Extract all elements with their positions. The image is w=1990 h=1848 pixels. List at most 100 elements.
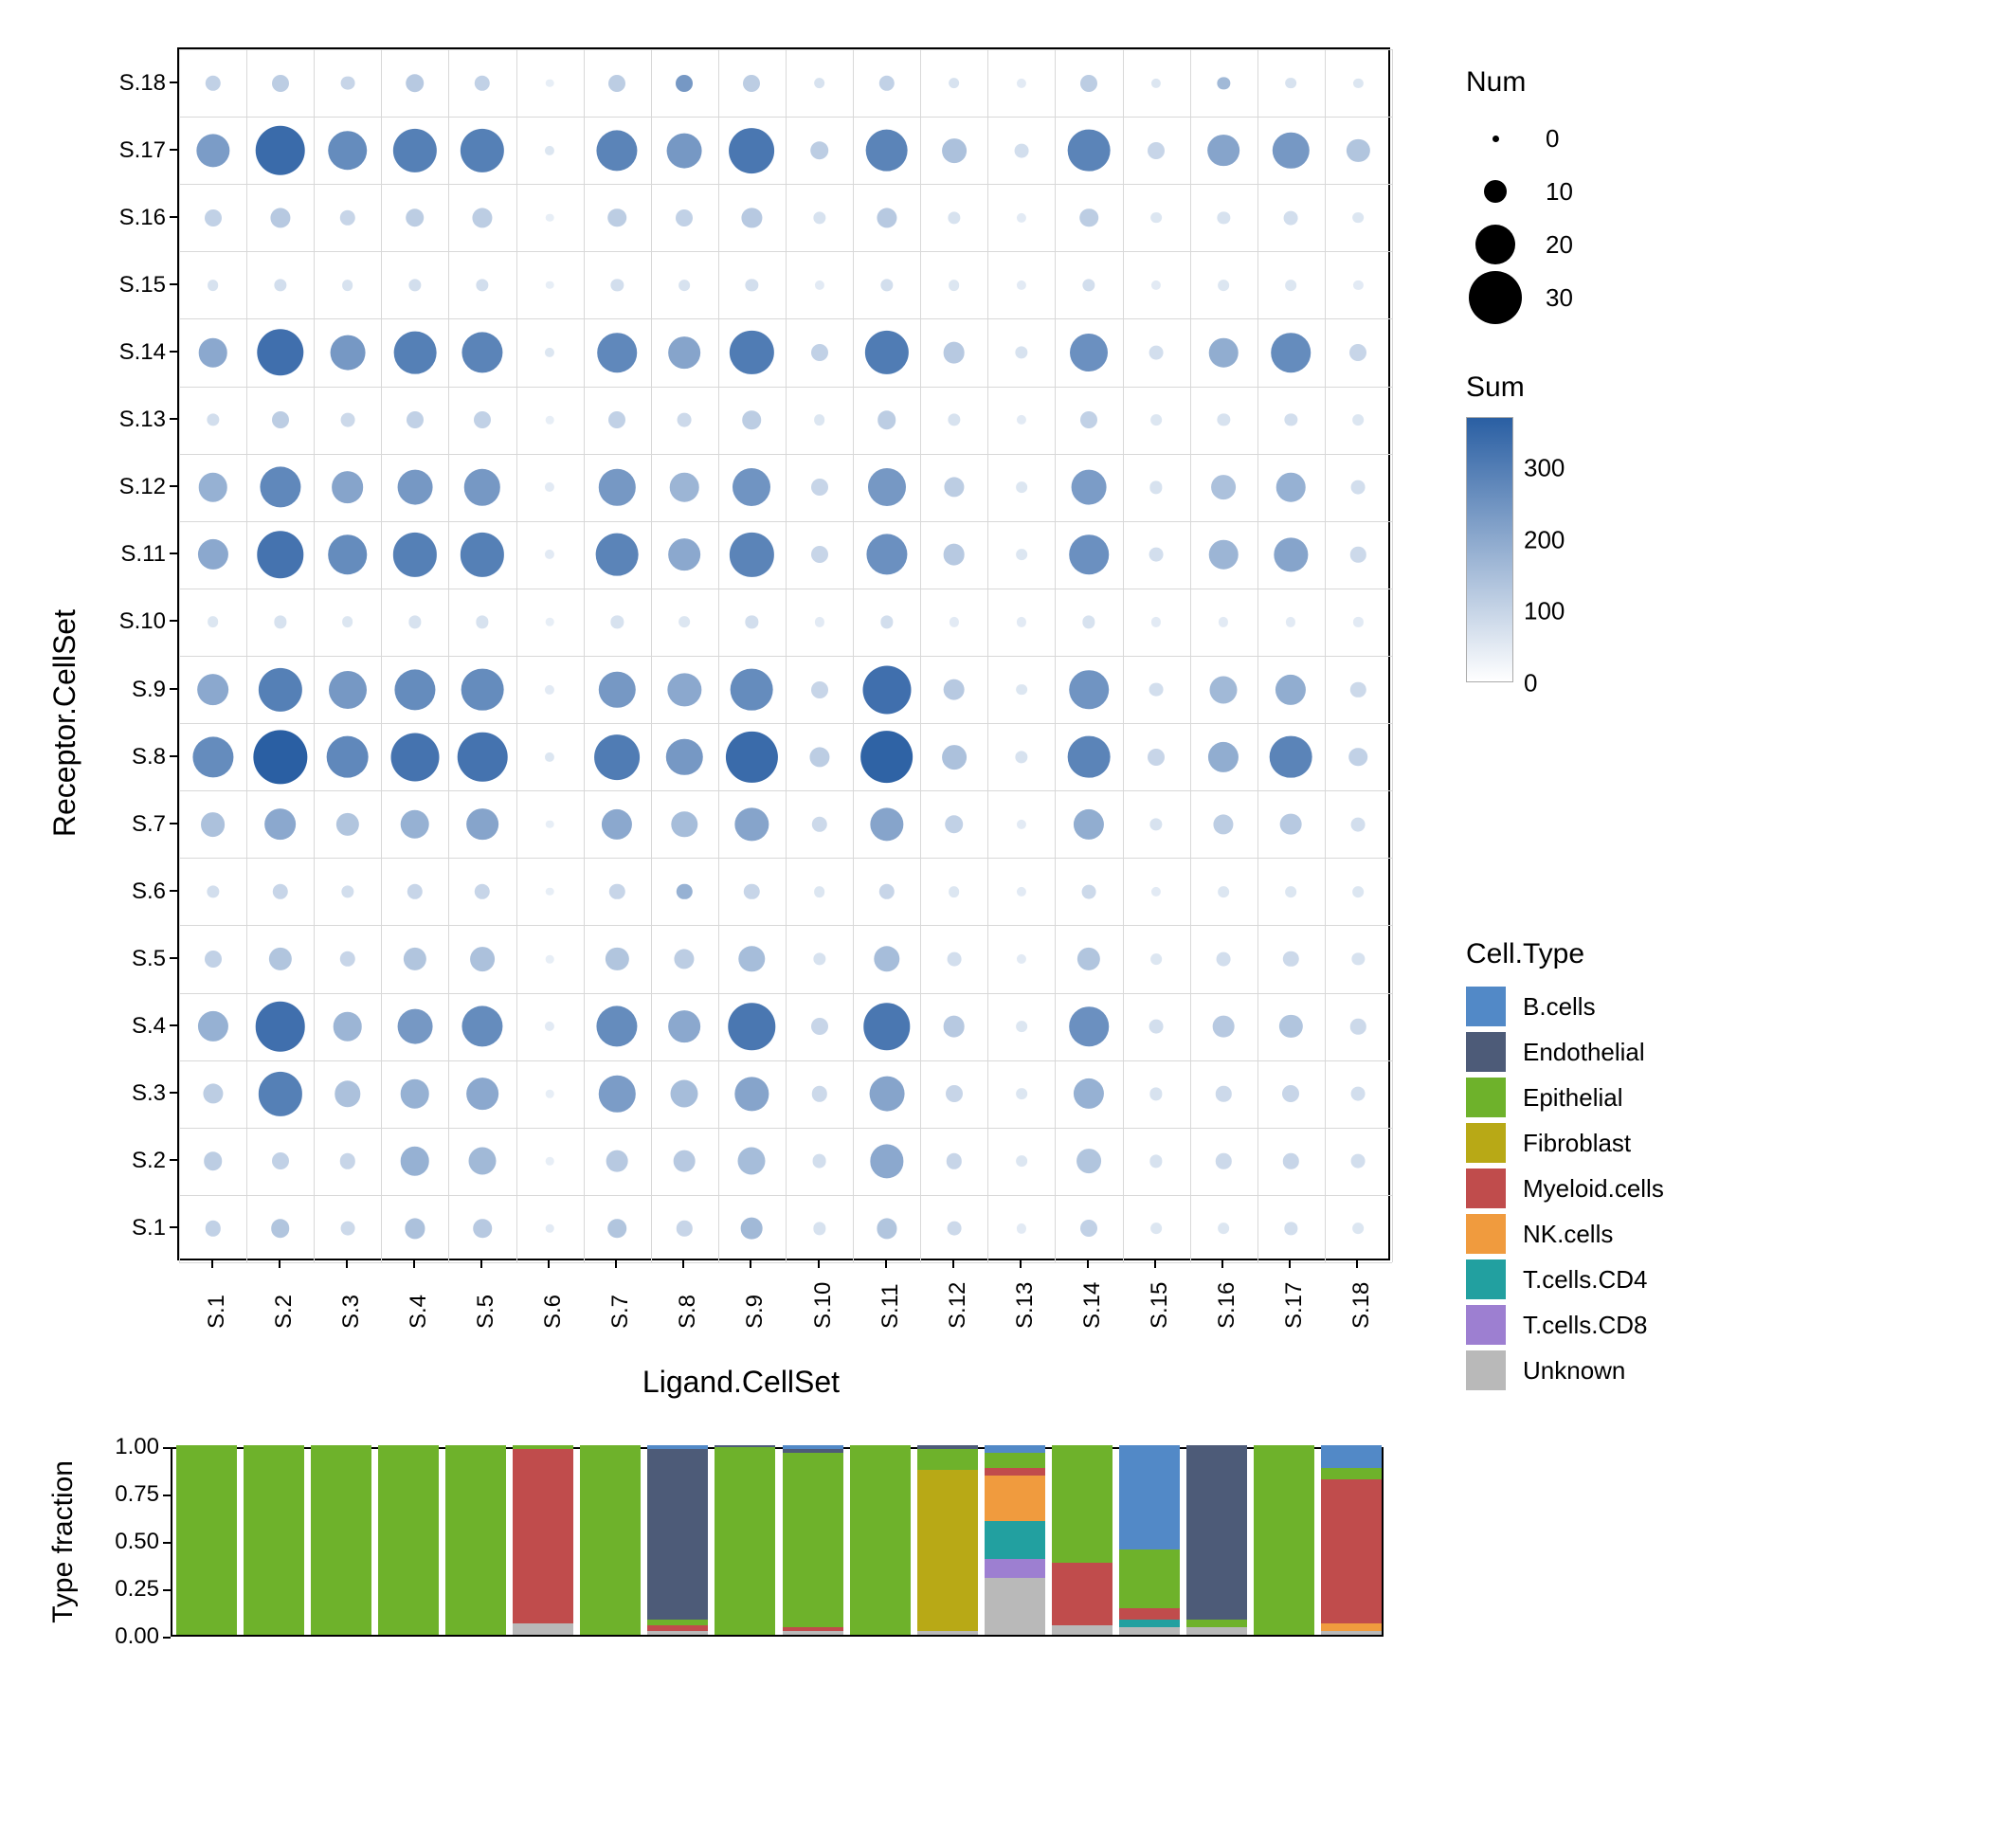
bubble-point (860, 731, 914, 784)
bubble-x-axis-title: Ligand.CellSet (92, 1365, 1390, 1400)
bubble-point (205, 75, 220, 90)
bubble-point (742, 208, 762, 227)
bubble-point (1350, 547, 1366, 562)
bubble-point (272, 884, 287, 899)
bubble-point (1069, 670, 1109, 710)
bubble-point (1016, 684, 1027, 696)
size-legend-label: 0 (1546, 124, 1559, 154)
cell-type-legend-title: Cell.Type (1466, 938, 1664, 970)
bubble-point (812, 1154, 826, 1169)
bubble-point (1068, 735, 1111, 778)
bubble-point (208, 617, 219, 628)
bubble-point (328, 131, 368, 171)
bubble-point (942, 745, 967, 770)
bubble-point (1151, 78, 1161, 87)
bar-segment (985, 1578, 1045, 1635)
bubble-point (943, 544, 965, 566)
bubble-point (735, 1078, 769, 1111)
bubble-point (811, 1018, 828, 1035)
bubble-point (814, 617, 823, 626)
bubble-point (1070, 334, 1108, 371)
bubble-point (743, 410, 762, 429)
bubble-point (257, 329, 303, 375)
bar-segment (985, 1521, 1045, 1559)
bar-y-tick-label: 1.00 (115, 1434, 159, 1460)
size-legend-dot (1492, 136, 1499, 142)
bubble-point (1270, 735, 1312, 778)
bubble-point (609, 884, 624, 899)
bubble-point (461, 533, 504, 576)
bubble-point (1149, 481, 1162, 494)
bubble-point (394, 669, 435, 710)
bubble-point (546, 1157, 554, 1166)
bubble-point (1149, 346, 1164, 360)
bubble-point (878, 75, 894, 90)
bar-segment (917, 1631, 978, 1635)
bubble-point (401, 809, 430, 839)
size-legend-label: 30 (1546, 283, 1573, 313)
bubble-point (466, 808, 498, 841)
bubble-point (469, 1148, 497, 1175)
bubble-point (1351, 1087, 1366, 1101)
cell-type-label: T.cells.CD4 (1523, 1265, 1647, 1295)
bubble-point (607, 1220, 626, 1239)
bubble-y-tick-label: S.12 (119, 474, 166, 500)
bubble-point (1150, 1223, 1162, 1235)
bubble-point (949, 886, 960, 897)
bubble-x-ticks: S.1S.2S.3S.4S.5S.6S.7S.8S.9S.10S.11S.12S… (177, 1260, 1390, 1355)
bubble-point (1148, 142, 1165, 159)
bubble-point (201, 812, 226, 837)
bubble-point (1275, 538, 1308, 571)
bubble-point (949, 78, 960, 89)
bubble-point (546, 213, 554, 222)
bubble-point (272, 411, 289, 428)
bubble-point (594, 734, 640, 780)
bubble-y-tick-label: S.9 (132, 677, 166, 703)
bubble-point (1353, 281, 1363, 290)
bubble-point (730, 331, 773, 374)
bubble-point (1151, 617, 1161, 626)
bubble-point (730, 533, 773, 576)
bubble-point (340, 76, 354, 90)
bubble-y-tick-label: S.10 (119, 608, 166, 635)
bubble-point (1151, 887, 1161, 897)
bubble-point (269, 948, 292, 970)
bar-segment (378, 1445, 439, 1635)
size-legend-title: Num (1466, 66, 1664, 99)
bubble-point (947, 1222, 961, 1236)
bubble-point (1017, 820, 1026, 829)
bubble-point (944, 478, 964, 498)
bubble-point (1017, 78, 1026, 87)
bar-segment (1254, 1445, 1314, 1635)
bubble-point (676, 75, 693, 92)
bubble-x-tick-label: S.6 (540, 1295, 567, 1329)
bubble-point (1016, 549, 1027, 560)
bubble-point (546, 1224, 554, 1233)
bubble-point (203, 1084, 223, 1104)
bubble-y-ticks: S.1S.2S.3S.4S.5S.6S.7S.8S.9S.10S.11S.12S… (92, 47, 177, 1260)
bubble-point (205, 209, 222, 226)
cell-type-label: Epithelial (1523, 1083, 1623, 1113)
bubble-point (1275, 674, 1306, 704)
bubble-point (1016, 1155, 1027, 1167)
bubble-point (726, 732, 777, 783)
bubble-point (811, 817, 826, 832)
bar-segment (783, 1627, 843, 1631)
cell-type-legend-item: T.cells.CD8 (1466, 1302, 1664, 1348)
bubble-point (678, 617, 690, 628)
bubble-point (198, 338, 227, 368)
bubble-point (1353, 1223, 1365, 1235)
bubble-point (943, 342, 965, 364)
bubble-point (1218, 1223, 1229, 1235)
bar-y-tick-label: 0.75 (115, 1481, 159, 1508)
bubble-point (340, 951, 355, 967)
bar-panel (171, 1447, 1384, 1637)
bubble-y-tick-label: S.2 (132, 1148, 166, 1174)
bubble-point (472, 208, 492, 227)
bubble-point (1214, 814, 1234, 834)
color-legend-tick: 100 (1524, 597, 1565, 626)
bubble-y-tick-label: S.4 (132, 1013, 166, 1040)
bar-segment (1321, 1631, 1382, 1635)
bubble-point (264, 808, 297, 841)
bubble-point (545, 348, 554, 357)
